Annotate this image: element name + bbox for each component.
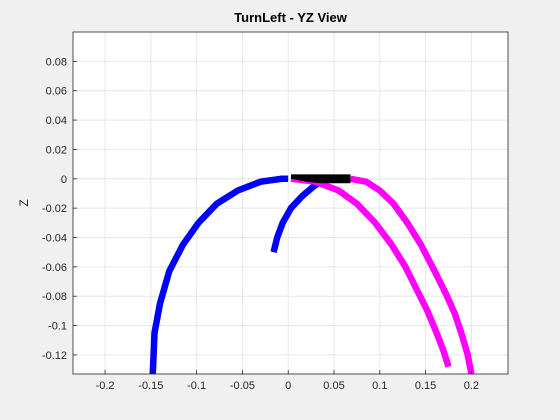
plot-frame	[72, 31, 509, 375]
y-tick-label: 0.08	[46, 56, 67, 68]
series-line-magenta-3	[290, 175, 452, 368]
x-tick-label: 0.15	[415, 380, 436, 392]
series-line-magenta-4	[349, 175, 475, 374]
x-axis: -0.2 -0.15 -0.1 -0.05 0 0.05 0.1 0.15 0.2	[96, 370, 479, 392]
x-tick-label: 0.1	[372, 380, 387, 392]
data-layer	[149, 174, 475, 374]
y-tick-label: -0.12	[42, 350, 67, 362]
y-tick-label: -0.08	[42, 291, 67, 303]
y-tick-label: -0.02	[42, 203, 67, 215]
x-tick-label: 0.05	[323, 380, 344, 392]
y-tick-label: 0	[61, 174, 67, 186]
x-tick-label: -0.1	[187, 380, 206, 392]
y-axis: 0.08 0.06 0.04 0.02 0 -0.02 -0.04 -0.06 -0.08 -0.…	[42, 56, 77, 362]
series-line-blue-1	[149, 175, 289, 374]
patch-black-1	[291, 174, 351, 184]
x-tick-label: -0.05	[230, 380, 255, 392]
x-tick-label: 0.2	[464, 380, 479, 392]
plot-area	[73, 32, 508, 374]
x-tick-label: -0.15	[138, 380, 163, 392]
chart-title: TurnLeft - YZ View	[234, 10, 348, 25]
x-tick-label: -0.2	[96, 380, 115, 392]
x-tick-label: 0	[285, 380, 291, 392]
y-tick-label: -0.06	[42, 262, 67, 274]
series-line-blue-2	[270, 178, 323, 253]
y-tick-label: 0.06	[46, 86, 67, 98]
y-tick-label: 0.04	[46, 115, 67, 127]
y-tick-label: -0.04	[42, 232, 67, 244]
y-axis-label: Z	[17, 199, 31, 206]
y-tick-label: 0.02	[46, 144, 67, 156]
y-tick-label: -0.1	[48, 321, 67, 333]
